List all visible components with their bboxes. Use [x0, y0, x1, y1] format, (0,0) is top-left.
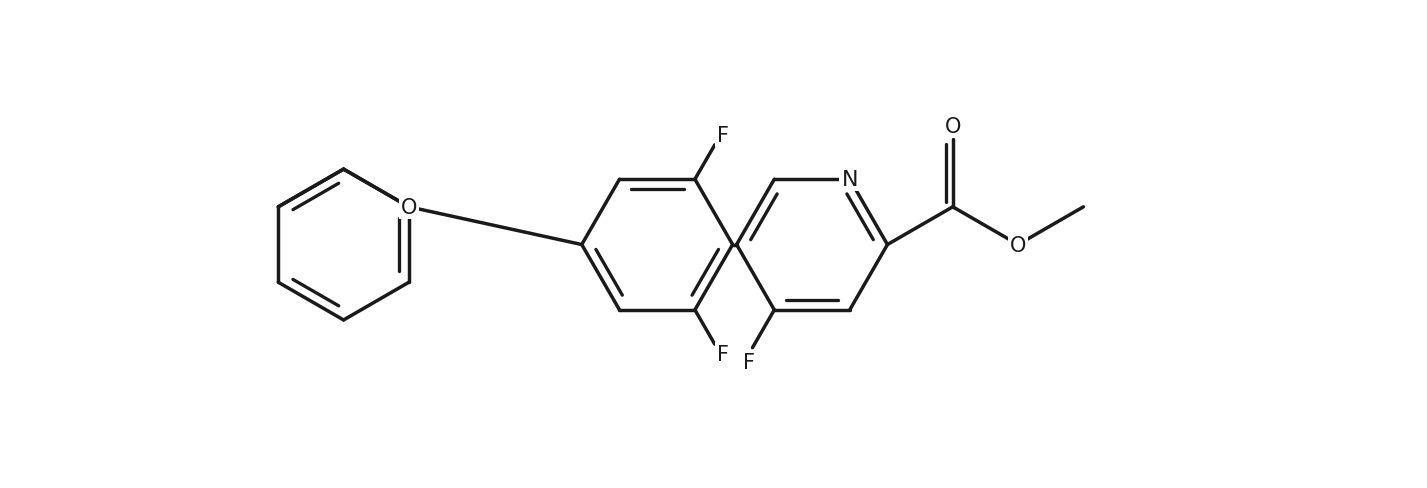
Text: F: F: [742, 352, 755, 372]
Text: N: N: [842, 170, 858, 190]
Text: O: O: [401, 198, 417, 217]
Text: O: O: [945, 117, 960, 137]
Text: F: F: [716, 126, 729, 146]
Text: O: O: [1010, 235, 1026, 255]
Text: F: F: [716, 344, 729, 364]
